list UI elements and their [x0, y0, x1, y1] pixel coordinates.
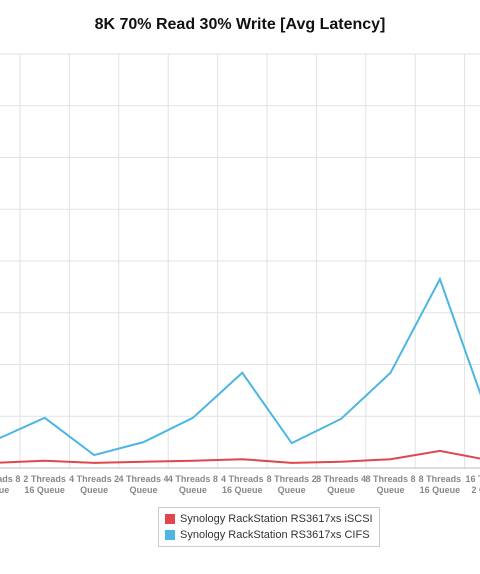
x-tick-label: 4 Threads 4 Queue: [118, 474, 169, 495]
x-tick-label: 8 Threads 2 Queue: [266, 474, 317, 495]
x-tick-label: 8 Threads 16 Queue: [418, 474, 462, 495]
x-tick-label: 8 Threads 8 Queue: [365, 474, 416, 495]
legend-swatch: [165, 530, 175, 540]
legend-item: Synology RackStation RS3617xs CIFS: [165, 527, 373, 543]
x-tick-label: 2 Threads 8 Queue: [0, 474, 21, 495]
x-tick-label: 4 Threads 16 Queue: [221, 474, 264, 495]
x-tick-label: 8 Threads 4 Queue: [316, 474, 367, 495]
series-line: [0, 276, 480, 457]
legend-label: Synology RackStation RS3617xs CIFS: [180, 529, 370, 541]
legend: Synology RackStation RS3617xs iSCSI Synol…: [158, 507, 380, 547]
legend-swatch: [165, 514, 175, 524]
series-line: [0, 449, 480, 464]
legend-item: Synology RackStation RS3617xs iSCSI: [165, 511, 373, 527]
x-tick-label: 4 Threads 2 Queue: [69, 474, 120, 495]
chart-title: 8K 70% Read 30% Write [Avg Latency]: [95, 16, 386, 33]
x-tick-label: 2 Threads 16 Queue: [23, 474, 66, 495]
x-tick-label: 16 Threads 2 Queue: [465, 474, 480, 495]
x-tick-label: 4 Threads 8 Queue: [167, 474, 218, 495]
legend-label: Synology RackStation RS3617xs iSCSI: [180, 513, 373, 525]
